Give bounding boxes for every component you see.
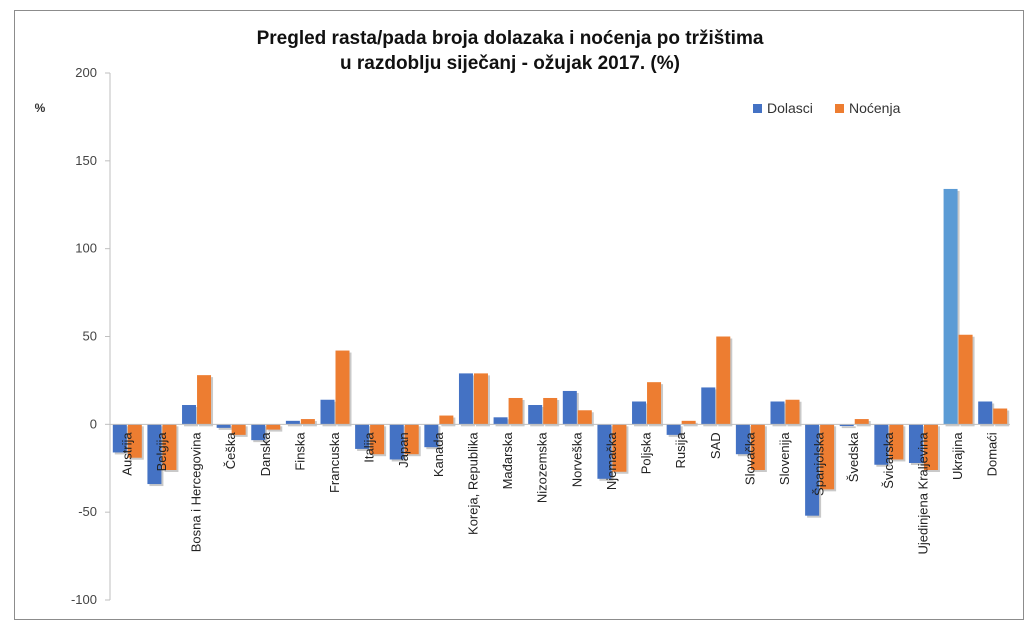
- bar-dolasci: [908, 424, 923, 463]
- bar-dolasci: [493, 417, 508, 425]
- x-category-label: Slovačka: [742, 432, 757, 486]
- y-tick-label: 150: [75, 153, 97, 168]
- y-tick-label: 100: [75, 241, 97, 256]
- bar-dolasci-shadow: [841, 426, 856, 429]
- x-category-label: Švedska: [846, 432, 861, 483]
- x-category-label: Nizozemska: [535, 432, 550, 504]
- x-category-label: Ujedinjena Kraljevina: [915, 432, 930, 555]
- x-category-label: Kanada: [431, 432, 446, 478]
- bar-nocenja: [820, 424, 835, 490]
- legend-label-nocenja: Noćenja: [849, 100, 901, 116]
- bar-dolasci: [735, 424, 750, 455]
- x-category-label: Austrija: [119, 432, 134, 476]
- bar-dolasci: [182, 405, 197, 425]
- bar-nocenja: [647, 382, 662, 425]
- bar-nocenja: [404, 424, 419, 455]
- chart-title-line-2: u razdoblju siječanj - ožujak 2017. (%): [340, 53, 680, 74]
- bar-nocenja: [197, 375, 212, 425]
- bar-dolasci: [666, 424, 681, 435]
- bar-dolasci: [528, 405, 543, 425]
- bar-nocenja: [508, 397, 523, 425]
- y-tick-label: -50: [78, 504, 97, 519]
- bar-dolasci-shadow: [218, 426, 233, 430]
- bar-nocenja: [993, 408, 1008, 425]
- x-category-label: Rusija: [673, 432, 688, 469]
- x-category-label: Norveška: [569, 432, 584, 488]
- legend-swatch-dolasci: [753, 104, 762, 113]
- bar-nocenja: [681, 420, 696, 425]
- bar-dolasci: [943, 188, 958, 425]
- x-category-label: Domaći: [985, 432, 1000, 476]
- bar-dolasci: [701, 387, 716, 425]
- legend-label-dolasci: Dolasci: [767, 100, 813, 116]
- bar-nocenja: [854, 419, 869, 425]
- x-category-label: Italija: [362, 432, 377, 463]
- x-category-label: Švicarska: [881, 432, 896, 489]
- bar-nocenja: [335, 350, 350, 425]
- x-category-label: Španjolska: [812, 432, 827, 496]
- x-category-label: Slovenija: [777, 432, 792, 486]
- bar-dolasci: [805, 424, 820, 516]
- bar-dolasci: [597, 424, 612, 479]
- bar-nocenja: [612, 424, 627, 472]
- bar-dolasci: [112, 424, 127, 453]
- bar-dolasci: [874, 424, 889, 465]
- x-category-label: Poljska: [639, 432, 654, 475]
- bar-nocenja: [958, 334, 973, 425]
- bar-dolasci: [355, 424, 370, 449]
- x-category-label: Bosna i Hercegovina: [189, 432, 204, 553]
- y-tick-label: 0: [90, 416, 97, 431]
- bar-dolasci: [632, 401, 647, 425]
- x-category-label: Mađarska: [500, 432, 515, 490]
- bar-nocenja: [543, 397, 558, 425]
- x-category-label: SAD: [708, 432, 723, 459]
- bar-nocenja: [300, 419, 315, 425]
- x-category-label: Ukrajina: [950, 432, 965, 480]
- bar-dolasci: [389, 424, 404, 460]
- bar-nocenja: [266, 424, 281, 430]
- bar-nocenja: [577, 410, 592, 425]
- bar-nocenja: [750, 424, 765, 471]
- chart-title: Pregled rasta/pada broja dolazaka i noće…: [160, 26, 860, 76]
- bar-nocenja: [889, 424, 904, 460]
- bar-dolasci: [770, 401, 785, 425]
- bar-nocenja: [716, 336, 731, 425]
- y-tick-label: 50: [83, 329, 97, 344]
- x-category-label: Finska: [292, 432, 307, 471]
- y-tick-label: 200: [75, 65, 97, 80]
- bar-dolasci: [458, 373, 473, 425]
- bar-dolasci: [147, 424, 162, 485]
- bar-dolasci: [424, 424, 439, 448]
- bar-nocenja: [370, 424, 385, 455]
- x-category-label: Japan: [396, 432, 411, 467]
- bar-nocenja: [127, 424, 142, 458]
- y-tick-label: -100: [71, 592, 97, 607]
- bar-nocenja: [785, 399, 800, 425]
- bar-nocenja: [162, 424, 177, 471]
- bar-nocenja: [439, 415, 454, 425]
- x-category-label: Njemačka: [604, 432, 619, 491]
- x-category-label: Danska: [258, 432, 273, 477]
- bar-nocenja: [473, 373, 488, 425]
- bar-dolasci: [978, 401, 993, 425]
- bar-nocenja: [231, 424, 246, 435]
- bar-dolasci: [251, 424, 266, 441]
- x-category-label: Francuska: [327, 432, 342, 493]
- bar-dolasci: [562, 390, 577, 425]
- bar-dolasci: [216, 424, 231, 428]
- chart-title-line-1: Pregled rasta/pada broja dolazaka i noće…: [256, 28, 764, 49]
- bar-dolasci: [320, 399, 335, 425]
- bar-nocenja: [923, 424, 938, 471]
- bar-dolasci: [839, 424, 854, 427]
- x-category-label: Belgija: [154, 432, 169, 472]
- legend-swatch-nocenja: [835, 104, 844, 113]
- bar-dolasci: [285, 420, 300, 425]
- x-category-label: Koreja, Republika: [465, 432, 480, 535]
- chart-frame: [14, 10, 1024, 620]
- y-axis-unit-label: %: [35, 101, 46, 115]
- x-category-label: Češka: [223, 432, 238, 470]
